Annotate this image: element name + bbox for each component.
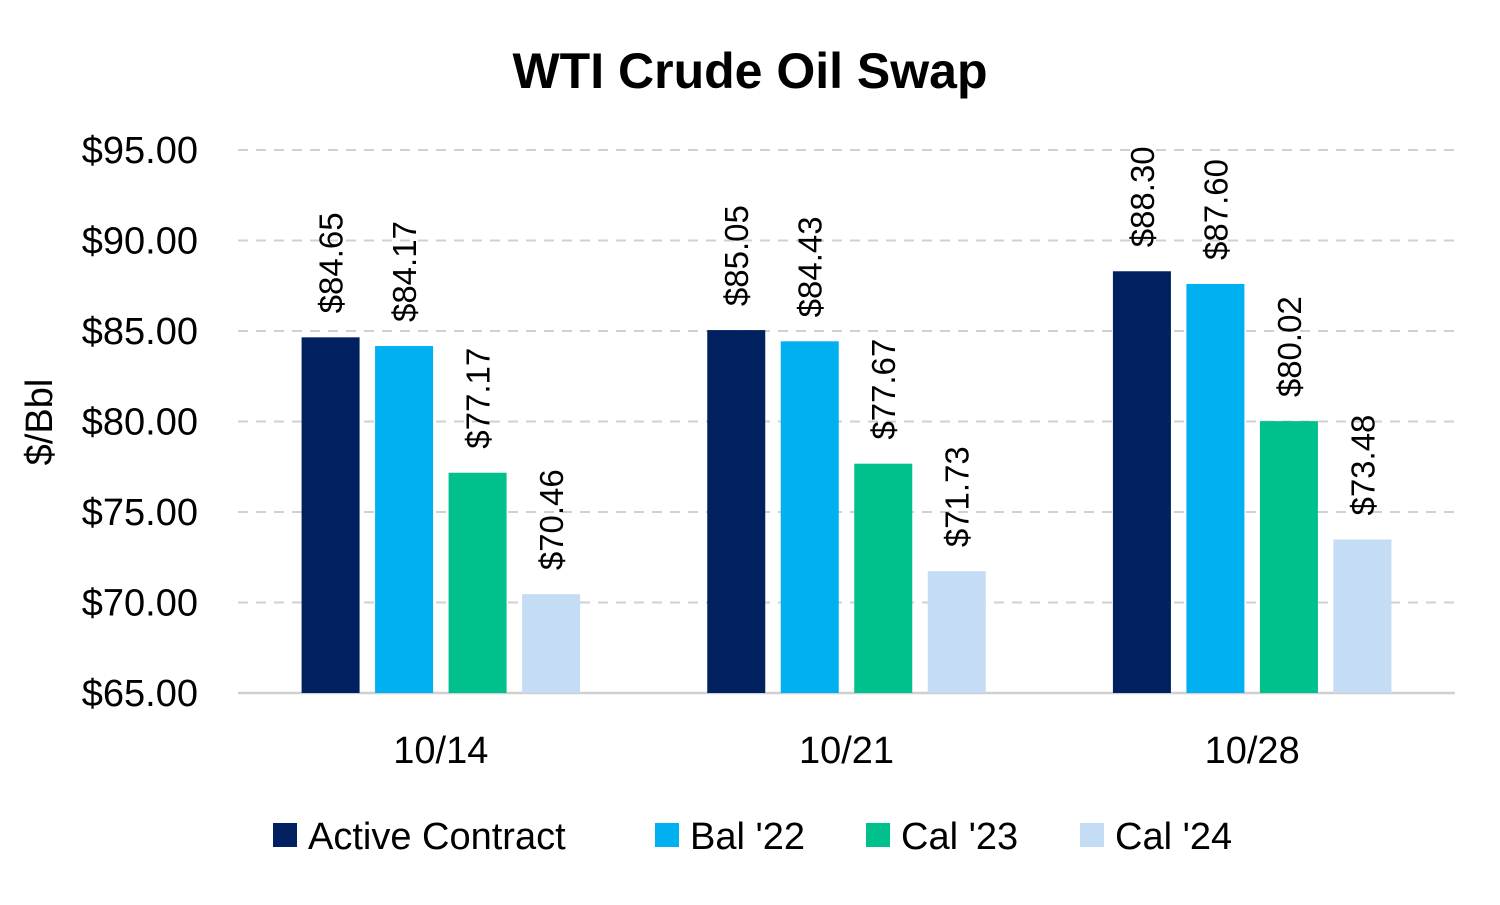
data-label: $88.30: [1124, 146, 1161, 247]
data-labels: $84.65 $84.17 $77.17 $70.46 $85.05 $84.43 $77.…: [313, 146, 1382, 570]
data-label: $71.73: [939, 446, 976, 547]
bar: [375, 346, 434, 693]
y-tick-label: $90.00: [82, 221, 198, 263]
bar: [1186, 283, 1245, 693]
y-axis-title: $/Bbl: [19, 379, 61, 466]
y-tick-label: $75.00: [82, 492, 198, 534]
data-label: $77.17: [460, 348, 497, 449]
legend-label: Cal '23: [901, 816, 1018, 858]
y-tick-label: $95.00: [82, 130, 198, 172]
data-label: $85.05: [718, 205, 755, 306]
data-label: $77.67: [865, 339, 902, 440]
bar: [707, 330, 766, 693]
data-label: $84.65: [313, 212, 350, 313]
data-label: $70.46: [533, 469, 570, 570]
data-label: $80.02: [1271, 296, 1308, 397]
bar: [780, 341, 839, 693]
y-tick-label: $80.00: [82, 402, 198, 444]
legend-label: Bal '22: [690, 816, 805, 858]
x-tick-label: 10/21: [799, 730, 894, 772]
gridlines: [238, 149, 1455, 695]
bar: [1259, 421, 1318, 693]
chart-title: WTI Crude Oil Swap: [512, 43, 987, 99]
legend-swatch: [655, 823, 679, 847]
data-label: $84.43: [792, 216, 829, 317]
bar: [1112, 271, 1171, 693]
legend-swatch: [1080, 823, 1104, 847]
y-axis-ticks: $65.00 $70.00 $75.00 $80.00 $85.00 $90.00 $95.…: [82, 130, 198, 715]
bar: [1333, 539, 1392, 693]
bar: [854, 463, 913, 693]
bar: [448, 472, 507, 693]
data-label: $87.60: [1197, 159, 1234, 260]
bars: [301, 271, 1392, 693]
legend-label: Cal '24: [1115, 816, 1232, 858]
x-tick-label: 10/14: [393, 730, 488, 772]
bar: [522, 594, 581, 693]
legend: Active Contract Bal '22 Cal '23 Cal '24: [273, 816, 1232, 858]
legend-label: Active Contract: [308, 816, 566, 858]
y-tick-label: $65.00: [82, 673, 198, 715]
x-tick-label: 10/28: [1205, 730, 1300, 772]
x-axis-ticks: 10/14 10/21 10/28: [393, 730, 1299, 772]
data-label: $73.48: [1344, 415, 1381, 516]
legend-swatch: [273, 823, 297, 847]
data-label: $84.17: [386, 221, 423, 322]
legend-swatch: [866, 823, 890, 847]
bar: [301, 337, 360, 693]
y-tick-label: $85.00: [82, 311, 198, 353]
bar: [927, 571, 986, 693]
y-tick-label: $70.00: [82, 583, 198, 625]
